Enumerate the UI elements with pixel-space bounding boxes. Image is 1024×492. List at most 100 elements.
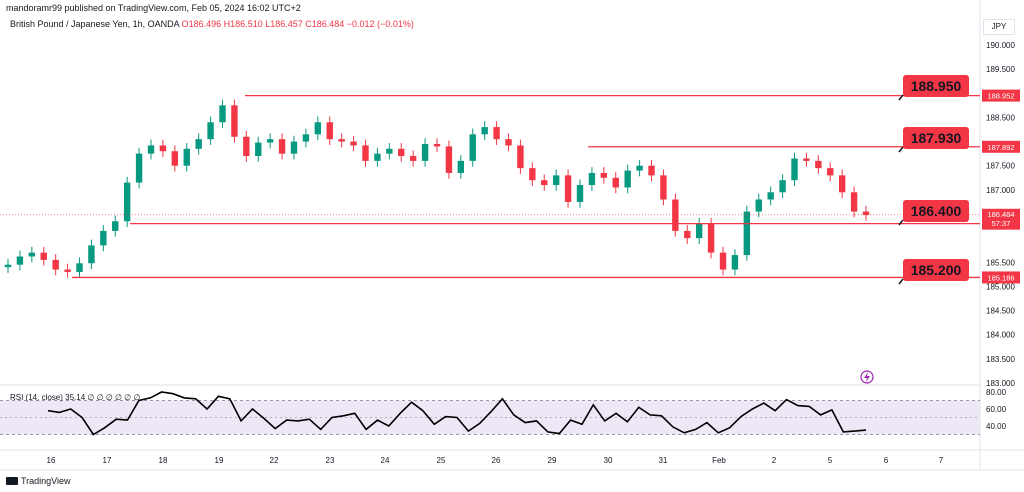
time-tick-label: 2 — [772, 456, 777, 465]
time-tick-label: 5 — [828, 456, 833, 465]
price-tick-label: 183.000 — [986, 379, 1015, 388]
axis-level-tag — [982, 89, 1020, 102]
candle — [123, 176, 131, 228]
candle — [4, 258, 12, 273]
candle — [219, 99, 226, 129]
candle — [445, 140, 453, 179]
price-callout-box — [903, 259, 969, 281]
time-tick-label: 26 — [492, 456, 501, 465]
candle-body — [636, 165, 643, 171]
candle — [171, 145, 179, 172]
rsi-legend[interactable]: RSI (14, close) 35.14 ∅ ∅ ∅ ∅ ∅ ∅ — [10, 393, 140, 402]
candle-body — [16, 256, 24, 265]
candle — [672, 193, 679, 237]
lightning-icon — [860, 370, 874, 384]
candle — [278, 133, 286, 160]
time-tick-label: 7 — [939, 456, 944, 465]
candle — [159, 139, 167, 158]
candle-body — [660, 175, 667, 200]
candle — [707, 217, 715, 259]
candle-body — [278, 139, 286, 154]
symbol-name[interactable]: British Pound / Japanese Yen, 1h, OANDA — [10, 19, 180, 29]
candle-body — [290, 141, 298, 154]
candle-body — [505, 139, 512, 146]
symbol-legend[interactable]: British Pound / Japanese Yen, 1h, OANDA … — [10, 19, 414, 29]
candle — [207, 116, 214, 145]
candle-body — [135, 153, 143, 183]
price-callout-box — [903, 127, 969, 149]
time-tick-label: 19 — [215, 456, 224, 465]
time-tick-label: 16 — [47, 456, 56, 465]
candle-body — [28, 252, 36, 257]
candle — [684, 225, 691, 244]
time-tick-label: 6 — [884, 456, 889, 465]
candle-body — [314, 122, 322, 135]
candle — [624, 164, 631, 194]
tradingview-logo[interactable]: TradingView — [6, 476, 71, 486]
price-tick-label: 184.000 — [986, 331, 1015, 340]
currency-label[interactable]: JPY — [983, 19, 1015, 35]
candle-body — [207, 122, 214, 140]
candle — [28, 246, 36, 263]
candle-body — [433, 143, 441, 147]
candle-body — [838, 175, 846, 193]
rsi-extras: ∅ ∅ ∅ ∅ ∅ ∅ — [87, 393, 141, 402]
candle — [147, 139, 155, 160]
candle — [135, 147, 143, 189]
candle — [576, 179, 584, 208]
candle — [183, 143, 190, 172]
candle — [326, 116, 333, 145]
tv-logo-icon — [6, 477, 18, 485]
candle — [505, 133, 512, 152]
candle — [767, 186, 774, 206]
candle-body — [541, 180, 548, 186]
candle-body — [338, 139, 345, 142]
candle — [433, 138, 441, 153]
callout-pointer — [898, 94, 904, 101]
candle — [64, 263, 71, 278]
price-callout-text: 188.950 — [911, 78, 962, 94]
candle — [255, 136, 262, 162]
candle — [195, 133, 202, 155]
price-tick-label: 187.000 — [986, 186, 1015, 195]
candle-body — [552, 175, 560, 186]
candle-body — [231, 105, 238, 137]
candle — [88, 239, 95, 270]
candle-body — [112, 221, 119, 231]
candle-body — [719, 252, 727, 270]
price-callout-box — [903, 75, 969, 97]
candle — [612, 171, 619, 194]
rsi-label: RSI (14, close) — [10, 393, 63, 402]
candle — [529, 162, 536, 186]
candle — [409, 150, 417, 167]
candle-body — [100, 230, 107, 246]
candle-body — [219, 105, 226, 123]
candle — [52, 254, 59, 276]
axis-level-tag — [982, 271, 1020, 284]
candle — [755, 193, 762, 218]
candle — [850, 186, 858, 218]
candle — [362, 139, 369, 167]
candle-body — [493, 127, 500, 140]
brand-name: TradingView — [21, 476, 71, 486]
candle — [40, 246, 47, 266]
candle-body — [64, 269, 71, 272]
price-callout-text: 185.200 — [911, 262, 962, 278]
candle-body — [695, 223, 703, 239]
candle — [386, 143, 393, 160]
candle — [779, 174, 786, 199]
candle-body — [517, 145, 524, 169]
candle-body — [326, 122, 333, 140]
candle-body — [398, 148, 405, 157]
candle — [243, 130, 250, 162]
candle-body — [624, 170, 631, 188]
candle — [100, 225, 107, 252]
candle-body — [612, 177, 619, 188]
candle — [862, 205, 870, 221]
candle — [552, 169, 560, 191]
candle — [112, 215, 119, 237]
price-callout-box — [903, 200, 969, 222]
publisher-line: mandoramr99 published on TradingView.com… — [6, 3, 301, 13]
candle-body — [159, 145, 167, 152]
